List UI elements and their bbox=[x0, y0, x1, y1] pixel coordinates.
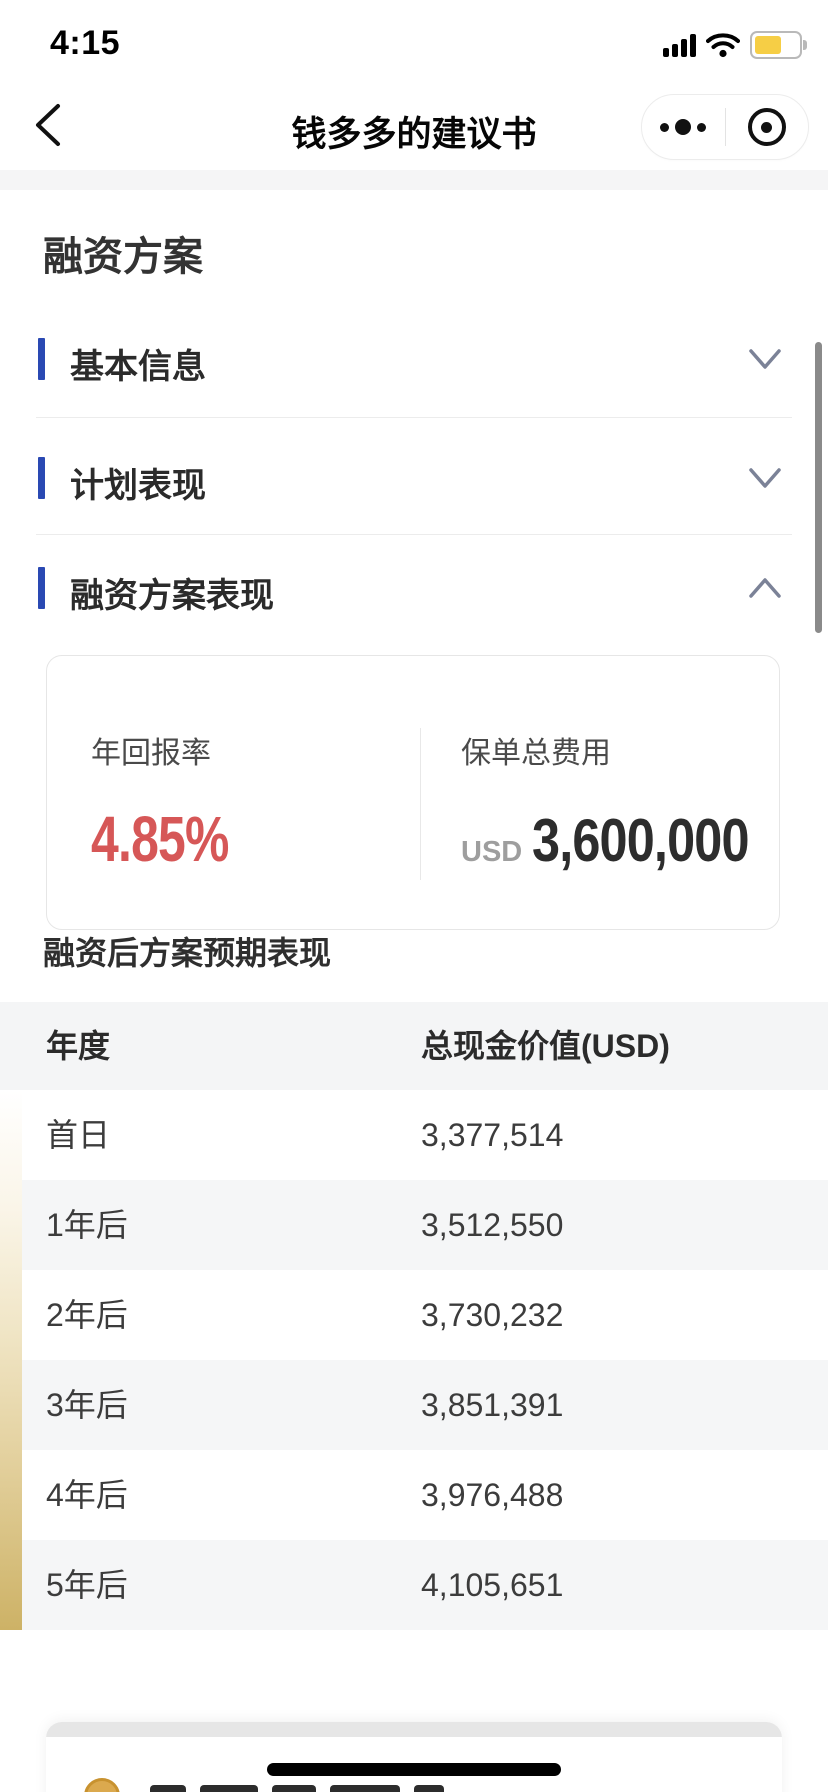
chevron-down-icon[interactable] bbox=[748, 465, 782, 491]
cell-value: 3,851,391 bbox=[421, 1387, 564, 1423]
table-row: 2年后 3,730,232 bbox=[0, 1270, 828, 1360]
table-section-title: 融资后方案预期表现 bbox=[43, 935, 332, 971]
chevron-up-icon[interactable] bbox=[748, 575, 782, 601]
performance-table: 年度 总现金价值(USD) 首日 3,377,514 1年后 3,512,550… bbox=[0, 1002, 828, 1630]
back-chevron-icon bbox=[36, 104, 60, 146]
battery-cap bbox=[803, 40, 807, 50]
cell-year: 3年后 bbox=[46, 1387, 128, 1423]
section-divider bbox=[36, 417, 792, 418]
cell-year: 1年后 bbox=[46, 1207, 128, 1243]
table-row: 首日 3,377,514 bbox=[0, 1090, 828, 1180]
section-accent-bar bbox=[38, 457, 45, 499]
stats-card: 年回报率 4.85% 保单总费用 USD 3,600,000 bbox=[46, 655, 780, 930]
exit-button[interactable] bbox=[726, 95, 809, 159]
page-nav-title: 钱多多的建议书 bbox=[291, 115, 537, 154]
circle-dot-icon bbox=[747, 108, 786, 146]
annual-return-value: 4.85% bbox=[91, 803, 229, 875]
clipped-text-fragment bbox=[150, 1785, 444, 1792]
status-time: 4:15 bbox=[50, 24, 121, 62]
nav-bottom-band bbox=[0, 170, 828, 190]
coin-icon bbox=[84, 1778, 120, 1792]
total-premium-label: 保单总费用 bbox=[461, 737, 611, 770]
wifi-icon bbox=[706, 33, 740, 58]
section-accent-bar bbox=[38, 338, 45, 380]
home-indicator[interactable] bbox=[267, 1763, 561, 1776]
more-dots-icon bbox=[660, 119, 707, 135]
bottom-sheet-card[interactable] bbox=[46, 1722, 782, 1792]
section-label: 计划表现 bbox=[70, 467, 206, 505]
capsule-divider bbox=[724, 108, 726, 146]
table-row: 5年后 4,105,651 bbox=[0, 1540, 828, 1630]
currency-code: USD bbox=[461, 836, 523, 868]
cell-year: 5年后 bbox=[46, 1567, 128, 1603]
battery-icon bbox=[750, 31, 807, 59]
section-label: 融资方案表现 bbox=[70, 577, 274, 615]
scrollbar-thumb[interactable] bbox=[815, 342, 822, 633]
column-header-year: 年度 bbox=[46, 1028, 111, 1064]
section-accent-bar bbox=[38, 567, 45, 609]
cell-year: 首日 bbox=[46, 1117, 111, 1153]
section-basic-info[interactable]: 基本信息 bbox=[0, 336, 828, 414]
stats-vertical-divider bbox=[420, 728, 421, 880]
column-header-cash-value: 总现金价值(USD) bbox=[421, 1028, 670, 1064]
section-financing-performance[interactable]: 融资方案表现 bbox=[0, 565, 828, 643]
cell-value: 3,976,488 bbox=[421, 1477, 564, 1513]
chevron-down-icon[interactable] bbox=[748, 346, 782, 372]
section-plan-performance[interactable]: 计划表现 bbox=[0, 455, 828, 533]
section-divider bbox=[36, 534, 792, 535]
cell-year: 2年后 bbox=[46, 1297, 128, 1333]
battery-fill bbox=[755, 36, 781, 54]
bottom-sheet-header-strip bbox=[46, 1722, 782, 1737]
cell-value: 3,377,514 bbox=[421, 1117, 564, 1153]
cell-value: 4,105,651 bbox=[421, 1567, 564, 1603]
section-label: 基本信息 bbox=[70, 348, 206, 386]
cell-value: 3,730,232 bbox=[421, 1297, 564, 1333]
more-button[interactable] bbox=[642, 95, 725, 159]
cellular-signal-icon bbox=[663, 33, 696, 57]
annual-return-label: 年回报率 bbox=[91, 737, 211, 770]
miniprogram-capsule bbox=[641, 94, 809, 160]
table-header-row: 年度 总现金价值(USD) bbox=[0, 1002, 828, 1090]
table-row: 3年后 3,851,391 bbox=[0, 1360, 828, 1450]
total-premium-value: USD 3,600,000 bbox=[461, 806, 790, 875]
table-row: 1年后 3,512,550 bbox=[0, 1180, 828, 1270]
cell-year: 4年后 bbox=[46, 1477, 128, 1513]
premium-amount: 3,600,000 bbox=[532, 807, 750, 874]
back-button[interactable] bbox=[24, 98, 74, 152]
page-title: 融资方案 bbox=[43, 235, 203, 279]
table-row: 4年后 3,976,488 bbox=[0, 1450, 828, 1540]
cell-value: 3,512,550 bbox=[421, 1207, 564, 1243]
status-icons bbox=[663, 30, 807, 60]
